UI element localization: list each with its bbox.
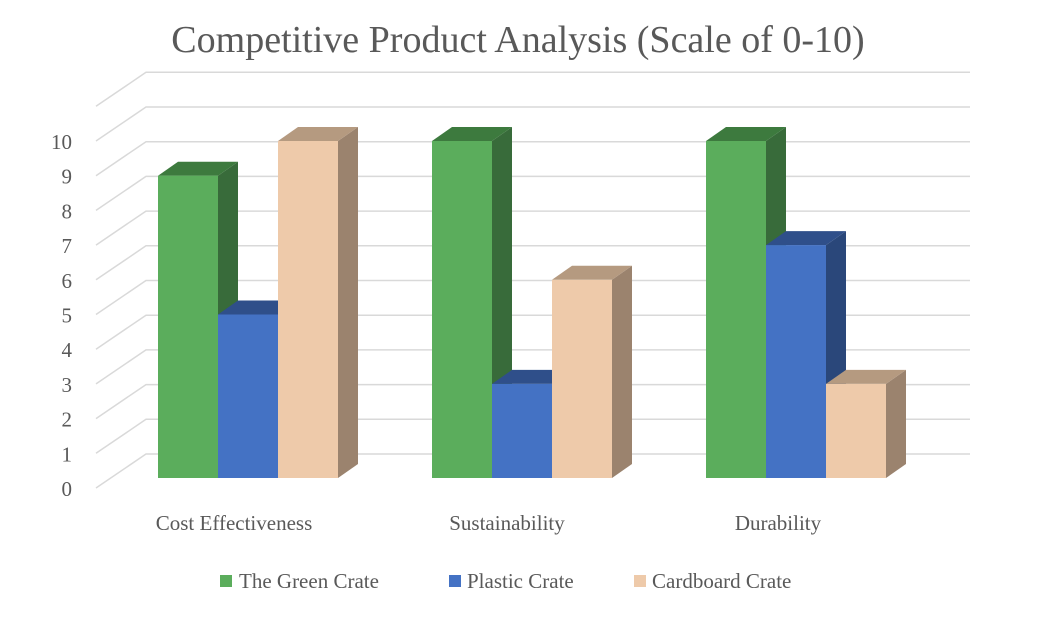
y-tick-label: 2 bbox=[62, 408, 73, 432]
bar-cardboard-crate-1 bbox=[552, 265, 632, 478]
bar-front bbox=[218, 314, 278, 478]
gridline bbox=[95, 453, 970, 489]
bar-front bbox=[158, 175, 218, 478]
gridline bbox=[95, 175, 970, 212]
gridline bbox=[95, 140, 970, 177]
bar-front bbox=[706, 141, 766, 478]
bar-front bbox=[826, 383, 886, 478]
x-tick-label: Sustainability bbox=[449, 511, 565, 535]
legend-label: The Green Crate bbox=[239, 569, 379, 593]
bar-front bbox=[766, 245, 826, 478]
bar-front bbox=[552, 279, 612, 478]
bar-front bbox=[492, 383, 552, 478]
y-tick-label: 9 bbox=[62, 165, 73, 189]
bar-the-green-crate-1 bbox=[432, 127, 512, 478]
bar-top bbox=[552, 265, 632, 280]
gridline bbox=[95, 71, 970, 107]
bar-top bbox=[158, 161, 238, 176]
gridline bbox=[95, 279, 970, 316]
legend-label: Cardboard Crate bbox=[652, 569, 791, 593]
legend-item: Plastic Crate bbox=[449, 569, 574, 593]
y-tick-label: 6 bbox=[62, 269, 73, 293]
bar-side bbox=[886, 369, 906, 478]
legend-item: The Green Crate bbox=[220, 569, 379, 593]
gridline bbox=[95, 245, 970, 281]
bar-side bbox=[612, 265, 632, 478]
gridlines bbox=[95, 71, 970, 489]
bar-front bbox=[432, 141, 492, 478]
gridline bbox=[95, 349, 970, 385]
bar-front bbox=[278, 141, 338, 478]
y-axis-ticks: 0 1 2 3 4 5 6 7 8 9 10 bbox=[51, 130, 73, 501]
y-tick-label: 3 bbox=[62, 373, 73, 397]
y-tick-label: 10 bbox=[51, 130, 72, 154]
y-tick-label: 4 bbox=[62, 338, 73, 362]
legend: The Green Crate Plastic Crate Cardboard Cr… bbox=[220, 569, 791, 593]
bar-cardboard-crate-2 bbox=[826, 369, 906, 478]
gridline bbox=[95, 210, 970, 246]
bar-top bbox=[432, 127, 512, 141]
y-tick-label: 0 bbox=[62, 477, 73, 501]
legend-swatch bbox=[449, 575, 461, 587]
gridline bbox=[95, 418, 970, 454]
x-tick-label: Cost Effectiveness bbox=[156, 511, 313, 535]
gridline bbox=[95, 383, 970, 420]
legend-item: Cardboard Crate bbox=[634, 569, 791, 593]
bar-top bbox=[706, 127, 786, 141]
bar-top bbox=[278, 127, 358, 141]
bar-top bbox=[826, 369, 906, 384]
bar-top bbox=[766, 231, 846, 246]
legend-swatch bbox=[220, 575, 232, 587]
y-tick-label: 8 bbox=[62, 199, 73, 223]
y-tick-label: 7 bbox=[62, 234, 73, 258]
gridline bbox=[95, 314, 970, 350]
legend-label: Plastic Crate bbox=[467, 569, 574, 593]
y-tick-label: 1 bbox=[62, 442, 73, 466]
bars bbox=[158, 127, 906, 478]
x-tick-label: Durability bbox=[735, 511, 822, 535]
gridline bbox=[95, 106, 970, 142]
y-tick-label: 5 bbox=[62, 304, 73, 328]
chart-title: Competitive Product Analysis (Scale of 0… bbox=[171, 19, 864, 61]
bar-side bbox=[338, 127, 358, 478]
x-axis-ticks: Cost Effectiveness Sustainability Durabili… bbox=[156, 511, 822, 535]
legend-swatch bbox=[634, 575, 646, 587]
bar-cardboard-crate-0 bbox=[278, 127, 358, 478]
